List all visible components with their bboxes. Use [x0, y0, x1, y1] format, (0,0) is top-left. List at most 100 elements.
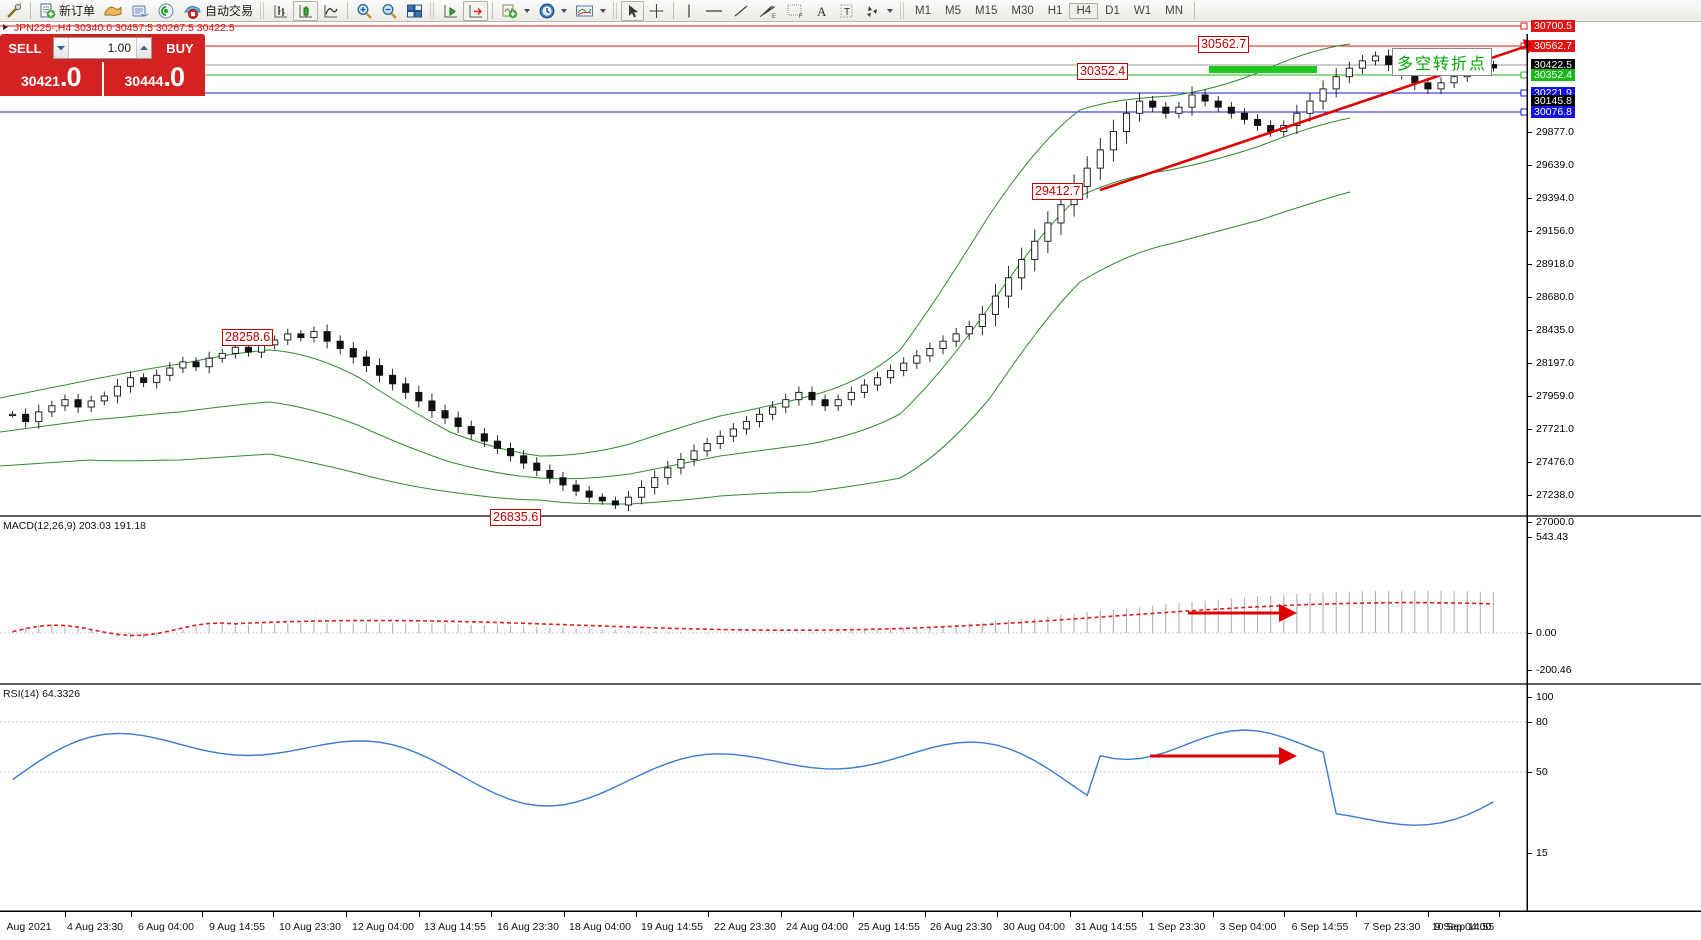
toolbar-grip-3[interactable] — [613, 2, 619, 19]
terminal-icon[interactable] — [127, 1, 153, 21]
svg-text:F: F — [799, 14, 803, 19]
price-level-30352-4[interactable]: 30352.4 — [1531, 69, 1575, 81]
price-tick-label: 27721.0 — [1536, 423, 1574, 435]
chart-shift-icon[interactable] — [438, 1, 463, 21]
macd-axis-label: -200.46 — [1536, 664, 1572, 676]
text-icon[interactable]: A — [810, 1, 834, 21]
hline-icon[interactable] — [700, 1, 728, 21]
timeframe-h1[interactable]: H1 — [1047, 4, 1063, 17]
label-icon[interactable]: T — [834, 1, 860, 21]
toolbar-grip-2[interactable] — [430, 2, 436, 19]
time-axis-label: 30 Aug 04:00 — [1003, 921, 1065, 933]
add-indicator-icon[interactable] — [497, 1, 534, 21]
zoom-in-icon[interactable] — [352, 1, 377, 21]
shapes-icon[interactable] — [860, 1, 897, 21]
time-axis-tick — [1070, 912, 1071, 917]
annotation-30352-4[interactable]: 30352.4 — [1077, 63, 1129, 80]
support-zone-highlight — [1209, 66, 1317, 73]
toolbar-separator-5 — [1194, 2, 1195, 19]
time-axis-label: 26 Aug 23:30 — [930, 921, 992, 933]
toolbar-grip-4[interactable] — [900, 2, 906, 19]
timeframe-m5[interactable]: M5 — [945, 4, 961, 17]
one-click-trading-panel[interactable]: SELL 1.00 BUY 30421.0 30444. — [0, 34, 205, 96]
price-tick-mark — [1528, 264, 1532, 265]
volume-value[interactable]: 1.00 — [107, 41, 131, 55]
chevron-down-icon-4[interactable] — [887, 8, 894, 13]
time-axis-tick — [564, 912, 565, 917]
collapse-triangle-icon[interactable] — [3, 24, 8, 30]
fibo-icon[interactable]: E — [754, 1, 782, 21]
buy-price-button[interactable]: 30444.0 — [103, 62, 205, 96]
zoom-out-icon[interactable] — [377, 1, 402, 21]
time-axis-label: 25 Aug 14:55 — [858, 921, 920, 933]
price-tick-label: 27476.0 — [1536, 456, 1574, 468]
period-icon[interactable] — [534, 1, 571, 21]
rsi-indicator-title: RSI(14) 64.3326 — [3, 688, 81, 700]
time-axis-tick — [1284, 912, 1285, 917]
indicators-icon[interactable] — [99, 1, 127, 21]
main-toolbar: 新订单 自动交易 — [0, 0, 1701, 22]
sell-price-button[interactable]: 30421.0 — [0, 62, 102, 96]
annotation-28258-6[interactable]: 28258.6 — [222, 329, 274, 346]
price-tick-mark — [1528, 132, 1532, 133]
volume-decrement-button[interactable] — [54, 38, 69, 58]
price-level-30076-8[interactable]: 30076.8 — [1531, 106, 1575, 118]
toolbar-separator-3 — [492, 2, 494, 19]
price-tick-mark — [1528, 396, 1532, 397]
tile-windows-icon[interactable] — [402, 1, 427, 21]
vline-icon[interactable] — [678, 1, 700, 21]
price-tick-label: 27000.0 — [1536, 516, 1574, 528]
signals-icon[interactable] — [153, 1, 179, 21]
annotation-turning-point[interactable]: 多空转折点 — [1392, 48, 1493, 76]
toolbar-grip[interactable] — [260, 2, 266, 19]
buy-label: BUY — [155, 34, 205, 62]
price-tick-label: 28197.0 — [1536, 357, 1574, 369]
timeframe-m15[interactable]: M15 — [975, 4, 998, 17]
candle-chart-icon[interactable] — [293, 0, 319, 21]
price-level-30562-7[interactable]: 30562.7 — [1531, 40, 1575, 52]
price-level-30145-8[interactable]: 30145.8 — [1531, 95, 1575, 107]
macd-axis-label-tick — [1528, 633, 1532, 634]
channel-icon[interactable]: F — [782, 1, 810, 21]
annotation-30562-7[interactable]: 30562.7 — [1198, 36, 1250, 53]
price-tick-label: 28918.0 — [1536, 258, 1574, 270]
chevron-down-icon-3[interactable] — [600, 8, 607, 13]
crosshair-icon[interactable] — [644, 1, 669, 21]
autotrading-button[interactable]: 自动交易 — [179, 1, 257, 21]
time-axis-label: 1 Sep 23:30 — [1148, 921, 1206, 933]
bar-chart-icon[interactable] — [268, 1, 293, 21]
timeframe-d1[interactable]: D1 — [1105, 4, 1120, 17]
price-level-30422-5[interactable]: 30422.5 — [1531, 59, 1575, 71]
symbol-info-line: JPN225-,H4 30340.0 30457.5 30267.5 30422… — [0, 22, 1701, 34]
timeframe-m30[interactable]: M30 — [1011, 4, 1034, 17]
time-axis[interactable]: Aug 2021 4 Aug 23:30 6 Aug 04:00 9 Aug 14:5… — [0, 911, 1701, 940]
line-chart-icon[interactable] — [318, 1, 343, 21]
templates-icon[interactable] — [571, 1, 610, 21]
price-tick-mark — [1528, 429, 1532, 430]
time-axis-label: 16 Aug 23:30 — [497, 921, 559, 933]
wand-icon[interactable] — [2, 1, 26, 21]
annotation-29412-7[interactable]: 29412.7 — [1032, 183, 1084, 200]
time-axis-tick — [202, 912, 203, 917]
annotation-26835-6[interactable]: 26835.6 — [490, 509, 542, 526]
time-axis-label: 19 Aug 14:55 — [641, 921, 703, 933]
new-order-button[interactable]: 新订单 — [35, 1, 99, 21]
timeframe-mn[interactable]: MN — [1165, 4, 1183, 17]
timeframe-w1[interactable]: W1 — [1133, 4, 1152, 17]
cursor-icon[interactable] — [621, 0, 645, 21]
timeframe-group: M1 M5 M15 M30 H1 H4 D1 W1 MN — [908, 2, 1190, 19]
price-level-30700-5[interactable]: 30700.5 — [1531, 20, 1575, 32]
price-axis[interactable]: 30700.5 30562.7 30422.5 30352.4 30221.9 30145… — [1527, 20, 1701, 910]
timeframe-m1[interactable]: M1 — [915, 4, 932, 17]
timeframe-h4[interactable]: H4 — [1069, 2, 1099, 19]
price-tick-mark — [1528, 522, 1532, 523]
auto-scroll-icon[interactable] — [463, 0, 489, 21]
time-axis-tick — [1356, 912, 1357, 917]
trendline-icon[interactable] — [728, 1, 754, 21]
chevron-down-icon[interactable] — [524, 8, 531, 13]
chevron-down-icon-2[interactable] — [561, 8, 568, 13]
trade-panel-top-row: SELL 1.00 BUY — [0, 34, 205, 62]
volume-increment-button[interactable] — [136, 38, 151, 58]
volume-stepper[interactable]: 1.00 — [50, 34, 155, 62]
price-tick-mark — [1528, 198, 1532, 199]
